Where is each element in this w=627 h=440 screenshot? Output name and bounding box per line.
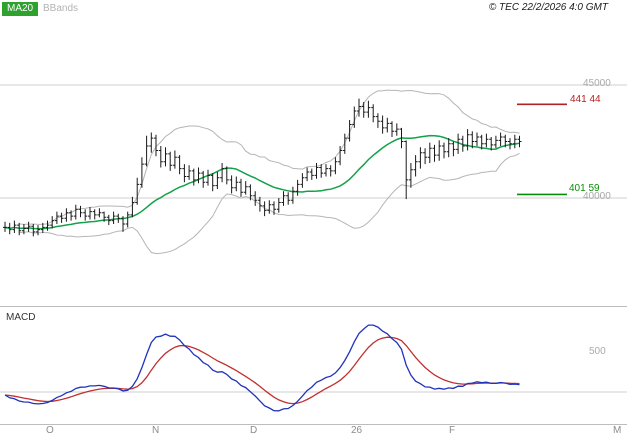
macd-axis-label: 500	[589, 346, 606, 357]
bollinger-bands	[19, 89, 520, 255]
copyright-text: © TEC 22/2/2026 4:0 GMT	[488, 2, 608, 13]
macd-lines	[4, 324, 520, 412]
gridlines	[0, 84, 627, 199]
ma20-line	[4, 134, 520, 230]
panel-dividers	[0, 306, 627, 425]
macd-label: MACD	[6, 312, 36, 323]
level-lines	[517, 103, 567, 196]
x-tick-october: O	[46, 425, 54, 436]
level-label-resistance: 441 44	[570, 94, 601, 105]
level-label-support: 401 59	[569, 183, 600, 194]
ma20-badge: MA20	[2, 2, 39, 16]
price-label-45000: 45000	[583, 78, 611, 89]
price-bars	[3, 98, 522, 237]
x-tick-november: N	[152, 425, 160, 436]
x-tick-february: F	[449, 425, 456, 436]
x-tick-january-26: 26	[351, 425, 363, 436]
x-tick-december: D	[250, 425, 258, 436]
bbands-label: BBands	[43, 3, 79, 14]
x-tick-march: M	[613, 425, 622, 436]
price-label-40000: 40000	[583, 191, 611, 202]
